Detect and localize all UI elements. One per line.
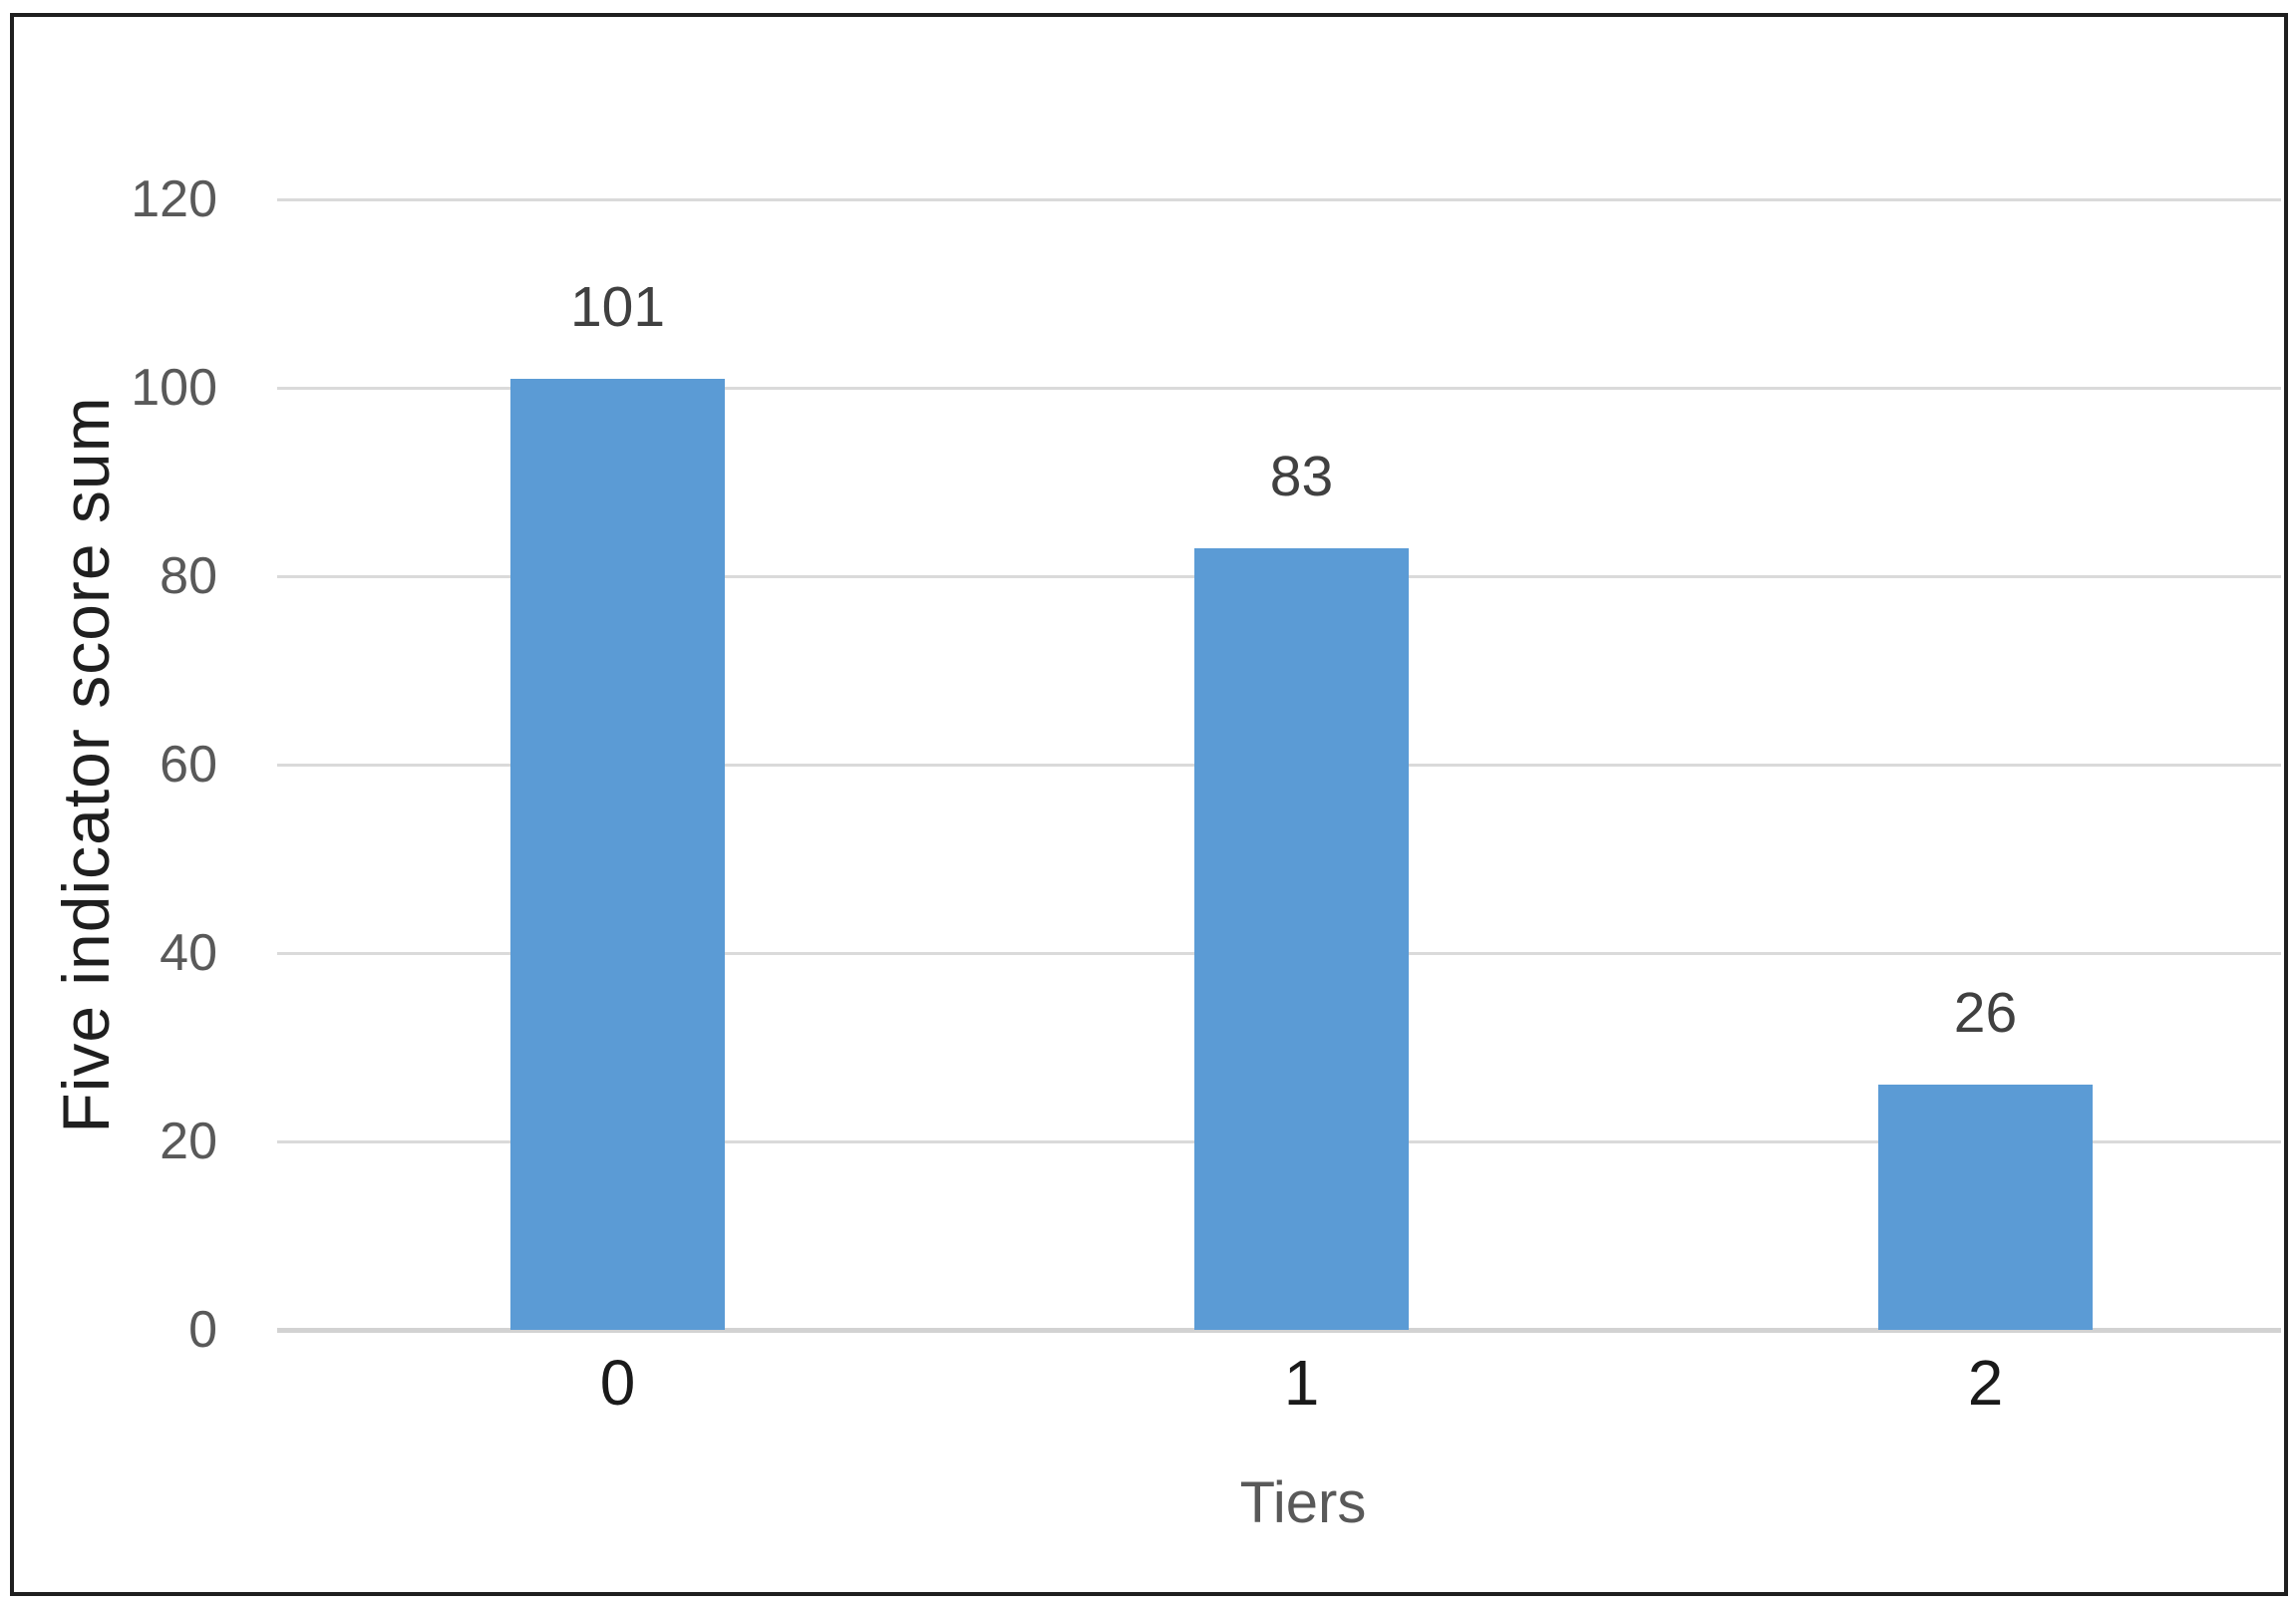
x-tick-label-1: 1 (1283, 1347, 1320, 1419)
y-tick-label-60: 60 (160, 736, 217, 794)
bar-tier-1 (1194, 547, 1409, 1330)
bar-tier-2 (1878, 1085, 2093, 1330)
gridline-y100 (277, 387, 2281, 390)
x-tick-label-2: 2 (1967, 1347, 2004, 1419)
data-label-tier-1: 83 (1269, 444, 1334, 508)
x-axis-line (277, 1328, 2281, 1333)
y-tick-label-0: 0 (188, 1301, 217, 1359)
y-axis-title: Five indicator score sum (49, 396, 123, 1133)
y-tick-label-120: 120 (131, 170, 217, 228)
bar-tier-0 (510, 378, 725, 1330)
y-tick-label-80: 80 (160, 547, 217, 605)
x-axis-title: Tiers (1239, 1470, 1367, 1535)
y-tick-label-40: 40 (160, 924, 217, 982)
data-label-tier-0: 101 (569, 274, 666, 339)
x-tick-label-0: 0 (599, 1347, 636, 1419)
gridline-y120 (277, 198, 2281, 201)
y-tick-label-100: 100 (131, 359, 217, 417)
y-tick-label-20: 20 (160, 1113, 217, 1170)
data-label-tier-2: 26 (1953, 981, 2018, 1046)
